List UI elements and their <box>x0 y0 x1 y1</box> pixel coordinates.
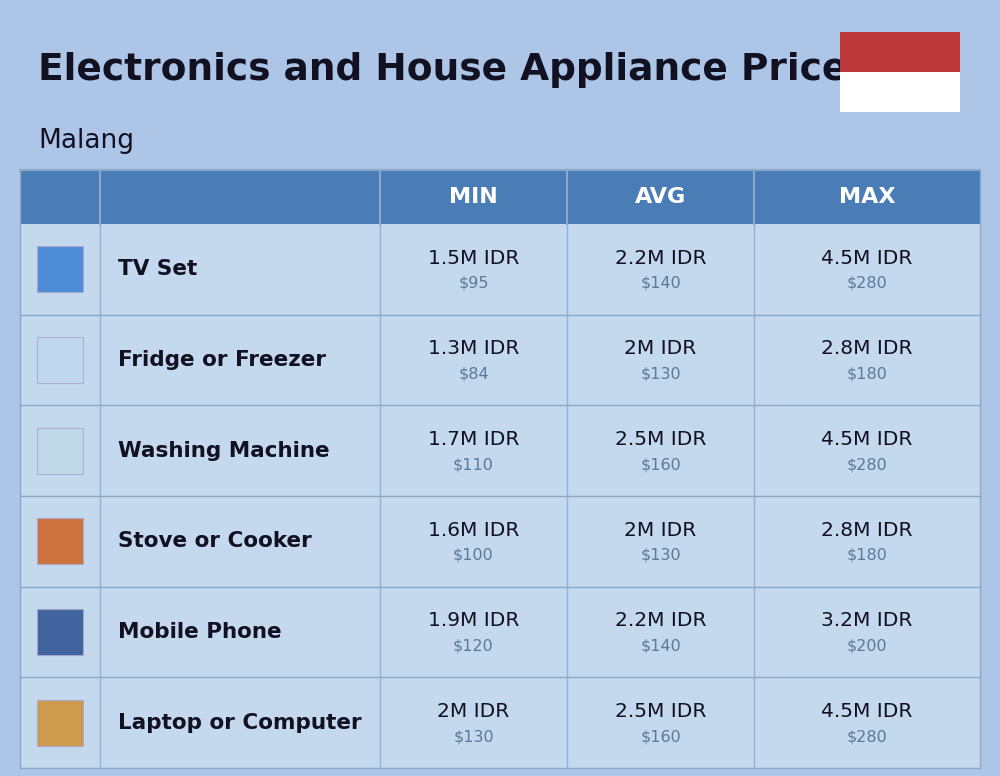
Text: $280: $280 <box>847 275 887 291</box>
Bar <box>37 246 83 293</box>
Text: Fridge or Freezer: Fridge or Freezer <box>118 350 326 370</box>
Text: $180: $180 <box>847 366 887 382</box>
Text: 2.2M IDR: 2.2M IDR <box>615 249 706 268</box>
Bar <box>20 170 980 224</box>
Text: $140: $140 <box>640 275 681 291</box>
Text: Laptop or Computer: Laptop or Computer <box>118 712 362 733</box>
Text: 2.8M IDR: 2.8M IDR <box>821 340 913 359</box>
Bar <box>840 32 960 72</box>
Bar <box>20 405 980 496</box>
Text: 4.5M IDR: 4.5M IDR <box>821 430 913 449</box>
Text: $130: $130 <box>640 366 681 382</box>
Text: 1.7M IDR: 1.7M IDR <box>428 430 519 449</box>
Bar <box>20 224 980 314</box>
Text: 2M IDR: 2M IDR <box>437 702 510 721</box>
Text: $160: $160 <box>640 457 681 472</box>
Bar <box>20 496 980 587</box>
Text: Stove or Cooker: Stove or Cooker <box>118 532 312 551</box>
Text: 2.2M IDR: 2.2M IDR <box>615 611 706 630</box>
Bar <box>37 518 83 564</box>
Text: $100: $100 <box>453 548 494 563</box>
Bar <box>37 428 83 473</box>
Text: $200: $200 <box>847 639 887 653</box>
Text: 2M IDR: 2M IDR <box>624 340 697 359</box>
Text: AVG: AVG <box>635 187 686 207</box>
Text: MIN: MIN <box>449 187 498 207</box>
Bar <box>37 337 83 383</box>
Text: $130: $130 <box>453 729 494 744</box>
Text: 2.5M IDR: 2.5M IDR <box>615 430 706 449</box>
Bar <box>37 700 83 746</box>
Text: $280: $280 <box>847 457 887 472</box>
Bar <box>20 677 980 768</box>
Text: 1.5M IDR: 1.5M IDR <box>428 249 519 268</box>
Text: 4.5M IDR: 4.5M IDR <box>821 249 913 268</box>
Bar <box>37 609 83 655</box>
Bar <box>20 587 980 677</box>
Text: Electronics and House Appliance Prices: Electronics and House Appliance Prices <box>38 52 870 88</box>
Text: $84: $84 <box>458 366 489 382</box>
Text: TV Set: TV Set <box>118 259 197 279</box>
Text: $160: $160 <box>640 729 681 744</box>
Text: $120: $120 <box>453 639 494 653</box>
Bar <box>20 314 980 405</box>
Text: Malang: Malang <box>38 128 134 154</box>
Text: Washing Machine: Washing Machine <box>118 441 330 461</box>
Text: MAX: MAX <box>839 187 895 207</box>
Text: Mobile Phone: Mobile Phone <box>118 622 282 642</box>
Text: 2.5M IDR: 2.5M IDR <box>615 702 706 721</box>
Text: $95: $95 <box>458 275 489 291</box>
Text: 1.3M IDR: 1.3M IDR <box>428 340 519 359</box>
Text: 2.8M IDR: 2.8M IDR <box>821 521 913 540</box>
Bar <box>840 72 960 112</box>
Text: 1.6M IDR: 1.6M IDR <box>428 521 519 540</box>
Text: $130: $130 <box>640 548 681 563</box>
Text: 3.2M IDR: 3.2M IDR <box>821 611 913 630</box>
Text: $180: $180 <box>847 548 887 563</box>
Text: $110: $110 <box>453 457 494 472</box>
Text: $140: $140 <box>640 639 681 653</box>
Text: 4.5M IDR: 4.5M IDR <box>821 702 913 721</box>
Text: 1.9M IDR: 1.9M IDR <box>428 611 519 630</box>
Text: $280: $280 <box>847 729 887 744</box>
Text: 2M IDR: 2M IDR <box>624 521 697 540</box>
